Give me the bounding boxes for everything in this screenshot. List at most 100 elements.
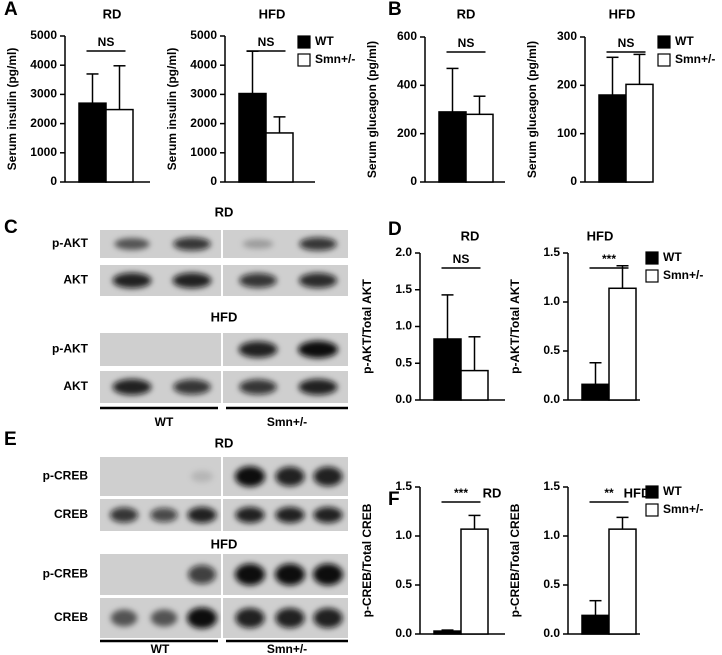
panel-letter: B <box>388 0 402 20</box>
legend-label: WT <box>663 484 682 498</box>
bar <box>465 113 494 183</box>
y-tick-label: 0.0 <box>395 626 412 640</box>
bar <box>581 614 610 635</box>
significance-label: NS <box>618 36 635 50</box>
blot-band <box>275 466 305 487</box>
chart-title: HFD <box>587 228 614 243</box>
y-tick-label: 2.0 <box>395 245 412 259</box>
blot-band <box>114 238 150 250</box>
y-axis-label: p-AKT/Total AKT <box>360 279 374 374</box>
y-tick-label: 1.5 <box>543 479 560 493</box>
panel-letter: C <box>4 217 18 238</box>
blot-band <box>110 609 138 627</box>
bar <box>460 369 489 401</box>
y-tick-label: 0.0 <box>543 626 560 640</box>
y-tick-label: 2000 <box>30 116 57 130</box>
y-tick-label: 5000 <box>30 28 57 42</box>
row-label: p-AKT <box>52 342 89 356</box>
lane-label: Smn+/- <box>267 415 307 429</box>
y-tick-label: 3000 <box>30 87 57 101</box>
y-tick-label: 1.0 <box>395 319 412 333</box>
legend-label: Smn+/- <box>675 52 715 66</box>
blot-title: RD <box>215 204 234 219</box>
y-tick-label: 600 <box>397 29 417 43</box>
blot-band <box>313 607 343 629</box>
panel-letter: E <box>4 429 17 450</box>
chart-title: RD <box>457 6 476 21</box>
chart-title: HFD <box>624 485 651 500</box>
y-tick-label: 300 <box>557 29 577 43</box>
chart-title: HFD <box>259 6 286 21</box>
y-tick-label: 0.5 <box>395 577 412 591</box>
blot-band <box>173 379 211 395</box>
blot-row <box>100 554 348 595</box>
y-tick-label: 4000 <box>30 57 57 71</box>
bar <box>78 102 107 183</box>
y-axis-label: Serum insulin (pg/ml) <box>165 48 179 171</box>
blot-band <box>235 506 265 524</box>
legend-label: WT <box>675 34 694 48</box>
y-tick-label: 0 <box>570 174 577 188</box>
row-label: p-CREB <box>43 469 89 483</box>
row-label: AKT <box>63 379 88 393</box>
y-axis-label: p-CREB/Total CREB <box>508 503 522 617</box>
y-tick-label: 2000 <box>190 116 217 130</box>
blot-row <box>100 457 348 496</box>
blot-band <box>298 272 338 289</box>
y-axis-label: Serum glucagon (pg/ml) <box>365 41 379 178</box>
bar <box>265 132 294 183</box>
significance-label: NS <box>258 35 275 49</box>
legend-swatch <box>645 485 659 499</box>
legend-swatch <box>645 251 659 265</box>
legend-swatch <box>297 35 311 49</box>
significance-label: *** <box>602 252 616 266</box>
y-tick-label: 1.5 <box>395 282 412 296</box>
blot-band <box>190 470 214 483</box>
legend-label: Smn+/- <box>663 502 703 516</box>
blot-band <box>313 563 343 586</box>
y-axis-label: Serum glucagon (pg/ml) <box>525 41 539 178</box>
panel-letter: D <box>388 219 402 240</box>
lane-label: Smn+/- <box>267 642 307 655</box>
panel-letter: A <box>4 0 18 20</box>
chart-title: RD <box>103 6 122 21</box>
significance-label: ** <box>604 486 614 500</box>
legend-swatch <box>297 53 311 67</box>
blot-band <box>112 378 152 396</box>
y-tick-label: 0.0 <box>543 392 560 406</box>
row-label: CREB <box>54 610 88 624</box>
bar <box>625 83 654 183</box>
bar <box>433 338 462 401</box>
y-tick-label: 200 <box>397 126 417 140</box>
blot-band <box>235 607 265 629</box>
y-tick-label: 4000 <box>190 57 217 71</box>
legend-label: Smn+/- <box>663 268 703 282</box>
chart-title: HFD <box>609 6 636 21</box>
blot-band <box>187 506 217 524</box>
bar <box>598 94 627 183</box>
legend-label: WT <box>315 34 334 48</box>
y-tick-label: 5000 <box>190 28 217 42</box>
chart-title: RD <box>483 485 502 500</box>
y-tick-label: 1000 <box>190 145 217 159</box>
blot-row <box>100 598 348 638</box>
legend-swatch <box>645 269 659 283</box>
blot-band <box>188 565 216 584</box>
y-axis-label: p-AKT/Total AKT <box>508 279 522 374</box>
bar <box>581 383 610 401</box>
row-label: AKT <box>63 273 88 287</box>
y-tick-label: 0.5 <box>395 355 412 369</box>
blot-band <box>239 273 277 288</box>
blot-title: HFD <box>211 536 238 551</box>
blot-title: HFD <box>211 309 238 324</box>
blot-band <box>275 607 305 629</box>
y-tick-label: 1.5 <box>543 245 560 259</box>
y-tick-label: 0 <box>210 174 217 188</box>
legend-label: Smn+/- <box>315 52 355 66</box>
y-tick-label: 0 <box>410 174 417 188</box>
y-tick-label: 3000 <box>190 87 217 101</box>
bar <box>438 111 467 183</box>
y-tick-label: 100 <box>557 126 577 140</box>
blot-band <box>313 506 343 524</box>
